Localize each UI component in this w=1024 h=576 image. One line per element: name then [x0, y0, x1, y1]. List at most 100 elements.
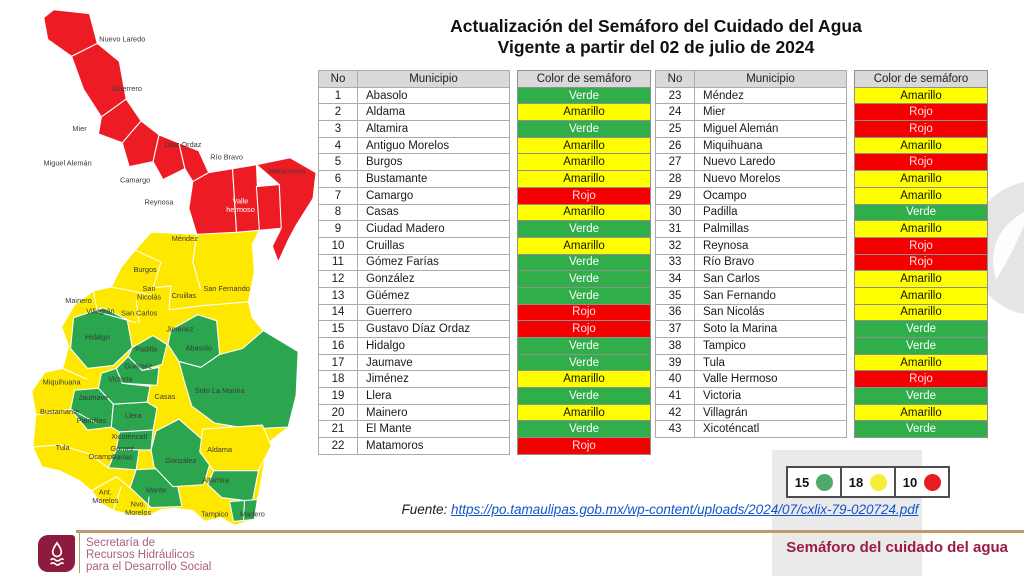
municipio-cell: Jaumave: [358, 353, 510, 372]
municipio-cell: Bustamante: [358, 170, 510, 188]
semaforo-cell: Verde: [517, 337, 651, 355]
column-gap: [847, 404, 854, 422]
semaforo-cell: Verde: [517, 220, 651, 238]
municipio-cell: Güémez: [358, 286, 510, 305]
row-number-cell: 2: [318, 103, 358, 122]
table-row: 29 Ocampo Amarillo: [655, 186, 989, 205]
municipio-cell: Burgos: [358, 153, 510, 172]
semaforo-cell: Amarillo: [517, 103, 651, 122]
semaforo-cell: Rojo: [854, 236, 988, 255]
source-url-link[interactable]: https://po.tamaulipas.gob.mx/wp-content/…: [451, 502, 919, 517]
map-municipality-label: Méndez: [172, 234, 198, 243]
municipio-cell: Llera: [358, 387, 510, 405]
row-number-cell: 4: [318, 136, 358, 155]
municipio-cell: Gómez Farías: [358, 253, 510, 272]
row-number-cell: 23: [655, 86, 695, 105]
row-number-cell: 3: [318, 120, 358, 138]
municipio-cell: Jiménez: [358, 370, 510, 389]
map-municipality-label: Nicolás: [137, 292, 161, 301]
table-row: 40 Valle Hermoso Rojo: [655, 370, 989, 389]
table-row: 31 Palmillas Amarillo: [655, 220, 989, 238]
semaforo-cell: Amarillo: [517, 170, 651, 188]
column-gap: [510, 437, 517, 455]
map-municipality-label: Güémez: [124, 361, 152, 370]
legend-item: 15: [788, 468, 842, 496]
row-number-cell: 17: [318, 353, 358, 372]
title-line-2: Vigente a partir del 02 de julio de 2024: [497, 37, 815, 57]
column-gap: [510, 120, 517, 138]
semaforo-cell: Verde: [517, 420, 651, 439]
table-row: 33 Río Bravo Rojo: [655, 253, 989, 272]
municipio-cell: Miguel Alemán: [695, 120, 847, 138]
agency-line-2: Recursos Hidráulicos: [86, 549, 195, 562]
municipio-cell: Méndez: [695, 86, 847, 105]
semaforo-cell: Rojo: [517, 437, 651, 455]
municipio-cell: Mier: [695, 103, 847, 122]
table-row: 8 Casas Amarillo: [318, 203, 652, 222]
row-number-cell: 9: [318, 220, 358, 238]
semaforo-cell: Amarillo: [854, 270, 988, 288]
municipio-cell: Reynosa: [695, 236, 847, 255]
column-gap: [510, 270, 517, 288]
municipio-cell: Río Bravo: [695, 253, 847, 272]
row-number-cell: 42: [655, 403, 695, 422]
table-row: 27 Nuevo Laredo Rojo: [655, 153, 989, 172]
color-count-legend: 15 18 10: [786, 466, 950, 498]
semaforo-cell: Rojo: [854, 103, 988, 122]
column-gap: [847, 70, 854, 88]
semaforo-cell: Amarillo: [854, 303, 988, 322]
table-row: 42 Villagrán Amarillo: [655, 403, 989, 422]
row-number-cell: 13: [318, 286, 358, 305]
semaforo-cell: Verde: [854, 387, 988, 405]
semaforo-cell: Rojo: [854, 370, 988, 389]
row-number-cell: 41: [655, 387, 695, 405]
map-municipality-label: Villagrán: [86, 307, 114, 316]
semaforo-cell: Amarillo: [517, 153, 651, 172]
map-municipality-label: Ant.: [99, 488, 112, 497]
map-municipality-label: Miquihuana: [43, 377, 82, 386]
semaforo-cell: Amarillo: [517, 136, 651, 155]
column-gap: [847, 287, 854, 305]
column-gap: [847, 170, 854, 188]
row-number-cell: 14: [318, 303, 358, 322]
semaforo-cell: Verde: [517, 353, 651, 372]
row-number-cell: 21: [318, 420, 358, 439]
column-gap: [510, 287, 517, 305]
municipio-cell: Abasolo: [358, 86, 510, 105]
municipality-shape: [150, 418, 212, 488]
row-number-cell: 31: [655, 220, 695, 238]
semaforo-cell: Rojo: [517, 303, 651, 322]
municipio-header: Municipio: [695, 70, 847, 88]
table-row: 34 San Carlos Amarillo: [655, 270, 989, 288]
semaforo-cell: Amarillo: [854, 286, 988, 305]
municipality-table-1: No Municipio Color de semáforo 1 Abasolo Verd…: [318, 70, 652, 455]
agency-line-3: para el Desarrollo Social: [86, 561, 212, 574]
semaforo-cell: Amarillo: [854, 170, 988, 188]
municipio-cell: Villagrán: [695, 403, 847, 422]
municipio-cell: Xicoténcatl: [695, 420, 847, 439]
map-municipality-label: Valle: [233, 196, 249, 205]
column-gap: [847, 187, 854, 205]
semaforo-cell: Amarillo: [854, 220, 988, 238]
column-gap: [510, 387, 517, 405]
map-municipality-label: Mier: [72, 124, 87, 133]
table-row: 1 Abasolo Verde: [318, 86, 652, 105]
map-municipality-label: Reynosa: [145, 197, 175, 206]
table-row: 10 Cruillas Amarillo: [318, 236, 652, 255]
column-gap: [510, 137, 517, 155]
map-municipality-label: Río Bravo: [210, 153, 243, 162]
row-number-cell: 24: [655, 103, 695, 122]
legend-color-dot-icon: [924, 473, 942, 491]
column-gap: [510, 187, 517, 205]
map-municipality-label: Matamoros: [269, 167, 306, 176]
map-red-region: [43, 9, 317, 264]
row-number-cell: 22: [318, 437, 358, 455]
municipio-cell: Valle Hermoso: [695, 370, 847, 389]
page-title: Actualización del Semáforo del Cuidado d…: [322, 16, 990, 58]
map-green-region: [69, 307, 299, 509]
legend-item: 18: [842, 468, 896, 496]
row-number-cell: 18: [318, 370, 358, 389]
municipio-cell: Matamoros: [358, 437, 510, 455]
semaforo-cell: Verde: [854, 203, 988, 222]
table-header-row: No Municipio Color de semáforo: [318, 70, 652, 88]
